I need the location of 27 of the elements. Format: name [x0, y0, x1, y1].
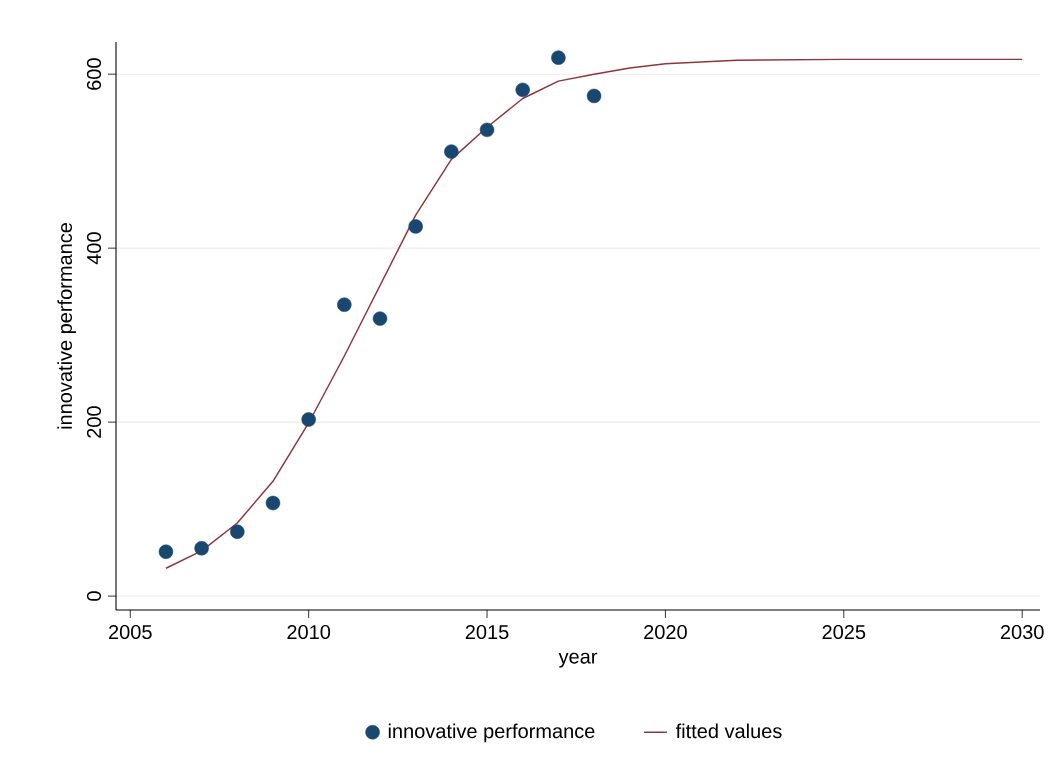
y-tick-label: 400 — [86, 232, 102, 265]
x-tick-label: 2005 — [109, 624, 152, 640]
point — [230, 524, 245, 539]
x-tick-label: 2015 — [465, 624, 509, 640]
x-tick-label: 2010 — [287, 624, 331, 640]
point — [515, 82, 530, 98]
point — [265, 495, 281, 511]
y-tick-label: 0 — [86, 591, 102, 601]
point — [586, 88, 602, 104]
x-tick-label: 2025 — [822, 624, 866, 640]
point — [479, 122, 495, 138]
point — [158, 544, 174, 559]
point — [408, 219, 423, 234]
point — [444, 144, 459, 159]
point — [372, 311, 388, 326]
x-tick-label: 2020 — [644, 624, 687, 640]
point — [551, 50, 566, 65]
legend-label: innovative performance — [388, 723, 595, 743]
point — [301, 412, 316, 427]
point — [194, 541, 209, 556]
x-axis-title: year — [558, 652, 598, 668]
point — [337, 297, 352, 312]
y-tick-label: 600 — [86, 58, 102, 90]
legend-label: fitted values — [675, 723, 782, 739]
y-axis-title: innovative performance — [57, 223, 76, 429]
y-tick-label: 200 — [86, 406, 102, 438]
x-tick-label: 2030 — [1000, 624, 1044, 640]
